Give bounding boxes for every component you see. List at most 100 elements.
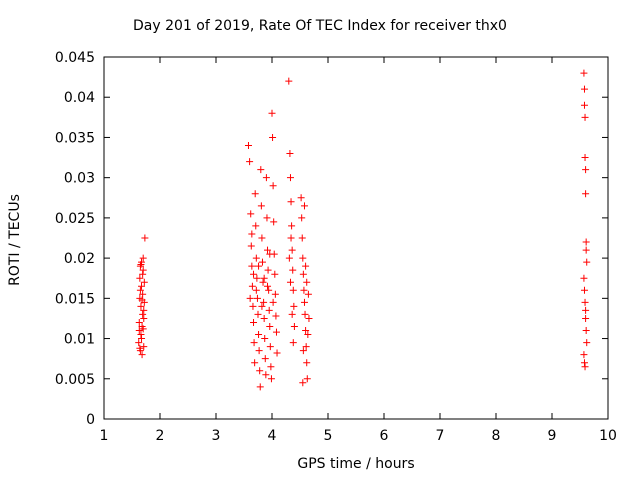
data-point-plus-marker (582, 327, 590, 335)
y-tick-label: 0.01 (64, 332, 95, 348)
data-point-plus-marker (139, 290, 147, 298)
data-point-plus-marker (269, 298, 277, 306)
data-point-plus-marker (580, 351, 588, 359)
y-tick-label: 0.04 (64, 90, 95, 106)
plot-frame (103, 56, 609, 420)
data-point-plus-marker (137, 331, 145, 339)
data-point-plus-marker (289, 266, 297, 274)
data-point-plus-marker (138, 282, 146, 290)
data-point-plus-marker (136, 286, 144, 294)
data-point-plus-marker (140, 343, 148, 351)
data-point-plus-marker (248, 262, 256, 270)
data-point-plus-marker (139, 254, 147, 262)
data-point-plus-marker (272, 328, 280, 336)
data-point-plus-marker (286, 150, 294, 158)
data-point-plus-marker (264, 266, 272, 274)
data-point-plus-marker (136, 274, 144, 282)
data-point-plus-marker (265, 286, 273, 294)
x-tick-label: 3 (212, 428, 221, 444)
data-point-plus-marker (140, 306, 148, 314)
data-point-plus-marker (580, 101, 588, 109)
data-point-plus-marker (264, 282, 272, 290)
data-point-plus-marker (299, 347, 307, 355)
data-point-plus-marker (244, 141, 252, 149)
y-tick-label: 0.03 (64, 171, 95, 187)
data-point-plus-marker (300, 286, 308, 294)
data-point-plus-marker (253, 274, 261, 282)
data-point-plus-marker (137, 261, 145, 269)
data-point-plus-marker (271, 270, 279, 278)
data-point-plus-marker (288, 222, 296, 230)
data-point-plus-marker (259, 278, 267, 286)
data-point-plus-marker (581, 298, 589, 306)
data-point-plus-marker (290, 322, 298, 330)
data-point-plus-marker (139, 266, 147, 274)
data-point-plus-marker (304, 290, 312, 298)
data-point-plus-marker (246, 294, 254, 302)
data-point-plus-marker (288, 246, 296, 254)
data-point-plus-marker (582, 306, 590, 314)
data-point-plus-marker (285, 77, 293, 85)
data-point-plus-marker (581, 154, 589, 162)
data-point-plus-marker (580, 359, 588, 367)
data-point-plus-marker (301, 310, 309, 318)
data-point-plus-marker (141, 234, 149, 242)
data-point-plus-marker (266, 250, 274, 258)
data-point-plus-marker (261, 355, 269, 363)
data-point-plus-marker (249, 302, 257, 310)
data-point-plus-marker (290, 302, 298, 310)
data-point-plus-marker (246, 158, 254, 166)
data-point-plus-marker (248, 230, 256, 238)
data-point-plus-marker (287, 198, 295, 206)
data-point-plus-marker (582, 246, 590, 254)
data-point-plus-marker (250, 339, 258, 347)
data-point-plus-marker (302, 262, 310, 270)
data-point-plus-marker (270, 218, 278, 226)
data-point-plus-marker (260, 274, 268, 282)
data-point-plus-marker (260, 298, 268, 306)
data-points (135, 69, 591, 391)
data-point-plus-marker (300, 202, 308, 210)
data-point-plus-marker (256, 367, 264, 375)
data-point-plus-marker (254, 310, 262, 318)
data-point-plus-marker (266, 322, 274, 330)
data-point-plus-marker (258, 258, 266, 266)
data-point-plus-marker (289, 286, 297, 294)
data-point-plus-marker (262, 174, 270, 182)
data-point-plus-marker (263, 214, 271, 222)
data-point-plus-marker (138, 351, 146, 359)
data-point-plus-marker (136, 344, 144, 352)
data-point-plus-marker (256, 383, 264, 391)
data-point-plus-marker (300, 298, 308, 306)
data-point-plus-marker (267, 363, 275, 371)
data-point-plus-marker (135, 318, 143, 326)
data-point-plus-marker (581, 113, 589, 121)
data-point-plus-marker (250, 270, 258, 278)
data-point-plus-marker (299, 254, 307, 262)
data-point-plus-marker (258, 234, 266, 242)
y-tick-label: 0 (86, 412, 95, 428)
data-point-plus-marker (302, 327, 310, 335)
data-point-plus-marker (264, 246, 272, 254)
data-point-plus-marker (268, 109, 276, 117)
x-tick-label: 1 (100, 428, 109, 444)
data-point-plus-marker (582, 238, 590, 246)
data-point-plus-marker (247, 242, 255, 250)
data-point-plus-marker (139, 310, 147, 318)
data-point-plus-marker (305, 314, 313, 322)
data-point-plus-marker (297, 194, 305, 202)
data-point-plus-marker (581, 363, 589, 371)
y-tick-label: 0.015 (55, 291, 95, 307)
data-point-plus-marker (260, 314, 268, 322)
data-point-plus-marker (261, 335, 269, 343)
data-point-plus-marker (257, 166, 265, 174)
y-tick-label: 0.02 (64, 251, 95, 267)
data-point-plus-marker (250, 318, 258, 326)
y-tick-label: 0.025 (55, 211, 95, 227)
data-point-plus-marker (253, 294, 261, 302)
y-axis-label: ROTI / TECUs (7, 194, 23, 286)
data-point-plus-marker (303, 278, 311, 286)
x-tick-label: 4 (268, 428, 277, 444)
data-point-plus-marker (135, 339, 143, 347)
